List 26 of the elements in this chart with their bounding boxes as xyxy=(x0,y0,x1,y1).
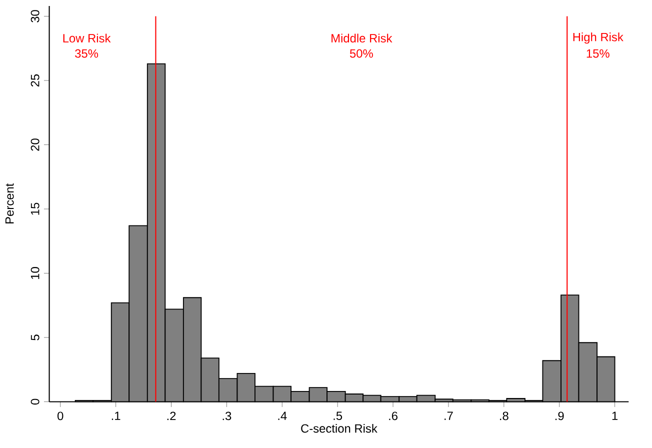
y-tick-label: 20 xyxy=(30,138,40,151)
y-tick-label: 30 xyxy=(30,10,40,22)
annotation: 35% xyxy=(75,49,98,58)
annotation: Middle Risk xyxy=(332,33,392,42)
y-tick-label: 5 xyxy=(30,334,40,340)
annotation: Low Risk xyxy=(63,33,111,42)
y-tick-label: 10 xyxy=(30,266,40,279)
y-tick-label: 0 xyxy=(30,398,40,404)
x-tick-label: 0 xyxy=(58,411,64,420)
annotation: 50% xyxy=(350,49,373,58)
y-tick-label: 15 xyxy=(30,202,40,214)
x-tick-label: .5 xyxy=(334,411,342,420)
x-tick-label: .2 xyxy=(167,411,176,420)
y-tick-label: 25 xyxy=(30,74,40,86)
x-tick-label: .3 xyxy=(222,411,232,420)
x-tick-label: 1 xyxy=(612,411,618,420)
x-tick-label: .7 xyxy=(444,411,453,420)
x-tick-label: .1 xyxy=(112,411,120,420)
y-axis-title: Percent xyxy=(5,183,14,224)
x-tick-label: .9 xyxy=(555,411,564,420)
x-tick-label: .6 xyxy=(389,411,398,420)
annotation: High Risk xyxy=(573,32,624,44)
x-tick-label: .8 xyxy=(500,411,508,420)
x-tick-label: .4 xyxy=(278,411,287,420)
annotation: 15% xyxy=(586,49,610,58)
x-axis-title: C-section Risk xyxy=(301,424,378,433)
